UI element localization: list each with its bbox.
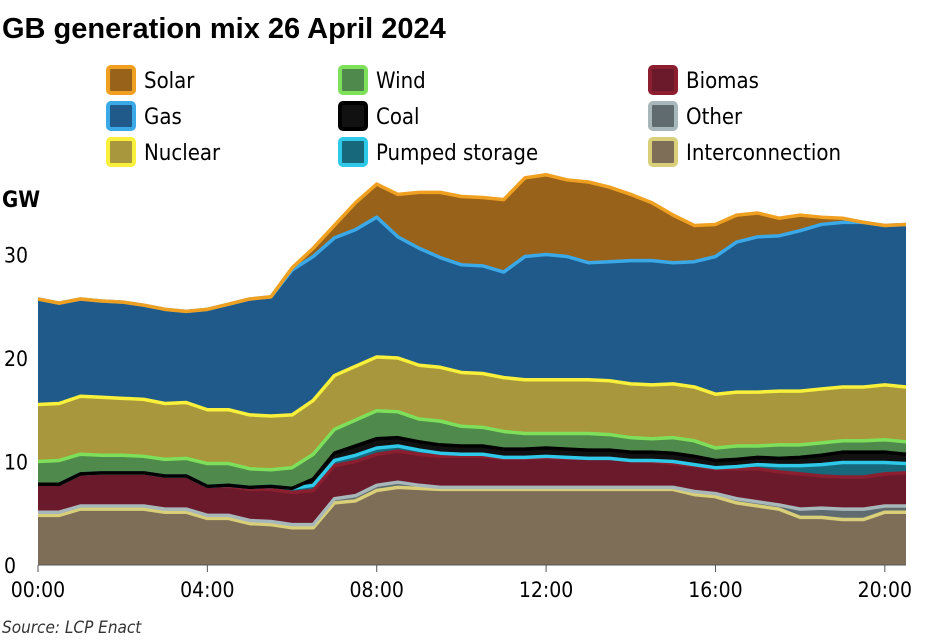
x-tick-label: 16:00	[688, 578, 742, 602]
area-coal	[38, 437, 906, 489]
x-tick-label: 00:00	[11, 578, 65, 602]
legend-swatch	[106, 65, 136, 95]
edge-solar	[37, 173, 907, 314]
area-interconnection	[38, 487, 906, 565]
edge-other	[38, 480, 906, 527]
source-note: Source: LCP Enact	[2, 618, 142, 638]
edge-interconnection	[38, 485, 906, 530]
edge-wind	[37, 409, 907, 472]
legend-label: Pumped storage	[376, 141, 538, 166]
legend-swatch	[648, 101, 678, 131]
legend-label: Interconnection	[686, 141, 841, 166]
edge-nuclear	[37, 355, 907, 418]
legend: Solar Wind Biomas Gas Coal Other Nuclear Pumped…	[106, 65, 841, 167]
area-gas	[38, 217, 906, 416]
y-tick-label: 10	[4, 450, 28, 474]
x-tick-label: 12:00	[519, 578, 573, 602]
legend-label: Biomas	[686, 69, 759, 94]
legend-label: Solar	[144, 69, 195, 94]
y-axis-ticks: 0 10 20 30	[4, 243, 28, 578]
legend-label: Gas	[144, 105, 182, 130]
y-axis-label: GW	[2, 188, 40, 213]
legend-label: Wind	[376, 69, 426, 94]
y-tick-label: 0	[4, 554, 16, 578]
legend-label: Other	[686, 105, 743, 130]
area-biomas	[38, 451, 906, 525]
legend-swatch	[648, 137, 678, 167]
x-tick-label: 04:00	[180, 578, 234, 602]
legend-swatch	[106, 101, 136, 131]
legend-swatch	[338, 137, 368, 167]
legend-swatch	[338, 65, 368, 95]
x-tick-label: 08:00	[350, 578, 404, 602]
legend-swatch	[648, 65, 678, 95]
edge-coal	[38, 435, 907, 491]
legend-label: Nuclear	[144, 141, 221, 166]
chart-title: GB generation mix 26 April 2024	[2, 13, 446, 45]
area-nuclear	[38, 356, 906, 470]
area-solar	[38, 174, 906, 312]
legend-swatch	[106, 137, 136, 167]
stacked-areas	[37, 173, 907, 565]
y-tick-label: 20	[4, 347, 28, 371]
x-tick-label: 20:00	[858, 578, 912, 602]
legend-label: Coal	[376, 105, 420, 130]
legend-swatch	[338, 101, 368, 131]
x-axis-ticks: 00:00 04:00 08:00 12:00 16:00 20:00	[11, 565, 912, 602]
y-tick-label: 30	[4, 243, 28, 267]
